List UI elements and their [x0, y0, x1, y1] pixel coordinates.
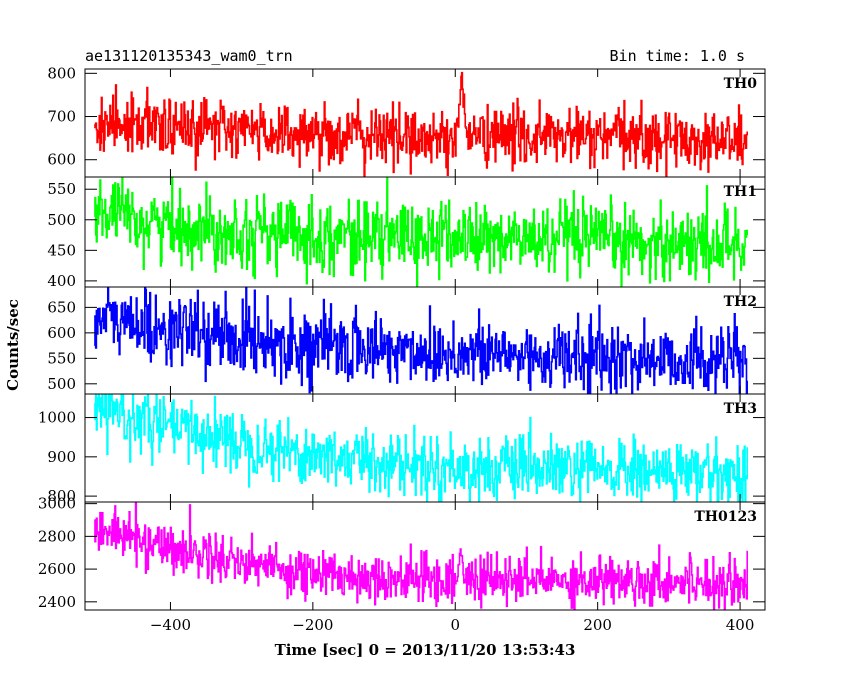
panel-frame — [84, 501, 766, 611]
y-tick-label: 800 — [47, 487, 76, 505]
y-tick-label: 700 — [47, 108, 76, 126]
y-tick-label: 2800 — [38, 527, 76, 545]
y-tick-label: 500 — [47, 211, 76, 229]
y-tick-label: 2400 — [38, 593, 76, 611]
x-axis: −400 −200 0 200 400 — [150, 616, 755, 634]
chart-title: ae131120135343_wam0_trn — [85, 47, 293, 65]
y-tick-label: 550 — [47, 180, 76, 198]
panel-label: TH0 — [724, 76, 758, 92]
panel-th1: 400 450 500 550 TH1 — [47, 176, 766, 290]
y-tick-label: 400 — [47, 272, 76, 290]
panel-th2: 500 550 600 650 TH2 — [47, 286, 766, 395]
bin-time-label: Bin time: 1.0 s — [610, 47, 745, 65]
series-th2 — [94, 287, 748, 394]
panel-stack: 600 700 800 TH0 400 450 500 550 TH1 500 550 600 650 T… — [38, 64, 766, 611]
series-th0123 — [94, 502, 748, 610]
series-th3 — [94, 394, 748, 502]
x-axis-label: Time [sec] 0 = 2013/11/20 13:53:43 — [275, 641, 576, 659]
y-tick-label: 1000 — [38, 409, 76, 427]
panel-th3: 800 900 1000 TH3 — [38, 393, 766, 505]
y-tick-label: 450 — [47, 241, 76, 259]
panel-th0: 600 700 800 TH0 — [47, 64, 766, 178]
y-tick-label: 900 — [47, 448, 76, 466]
panel-label: TH0123 — [694, 509, 757, 525]
y-tick-label: 600 — [47, 324, 76, 342]
panel-label: TH3 — [724, 401, 757, 417]
y-tick-label: 800 — [47, 64, 76, 82]
x-tick-label: 0 — [450, 616, 460, 634]
y-tick-label: 550 — [47, 349, 76, 367]
y-tick-label: 650 — [47, 298, 76, 316]
series-th0 — [94, 71, 748, 177]
x-tick-label: −400 — [150, 616, 191, 634]
y-tick-label: 600 — [47, 151, 76, 169]
y-tick-label: 2600 — [38, 560, 76, 578]
panel-th0123: 2400 2600 2800 3000 TH0123 — [38, 495, 766, 611]
x-tick-label: −200 — [292, 616, 333, 634]
panel-label: TH1 — [724, 184, 757, 200]
y-axis-label: Counts/sec — [4, 299, 22, 391]
x-tick-label: 400 — [726, 616, 755, 634]
series-th1 — [94, 177, 748, 287]
panel-label: TH2 — [724, 294, 757, 310]
y-tick-label: 3000 — [38, 495, 76, 513]
y-tick-label: 500 — [47, 375, 76, 393]
x-tick-label: 200 — [583, 616, 612, 634]
